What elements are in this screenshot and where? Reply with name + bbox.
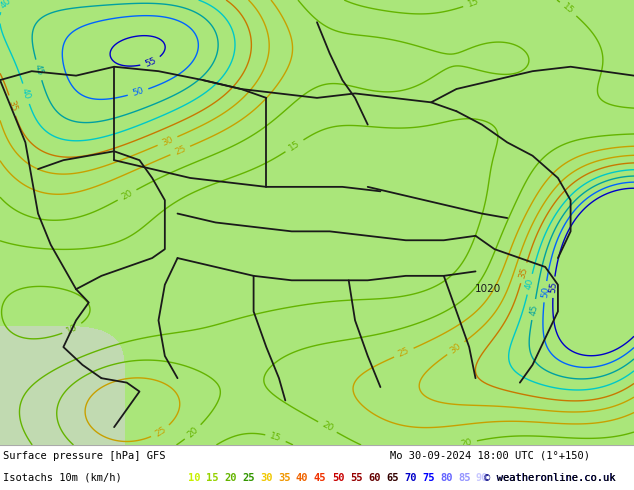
Text: 10: 10: [188, 473, 200, 483]
Text: 90: 90: [476, 473, 489, 483]
Text: 25: 25: [397, 346, 411, 359]
Text: 10: 10: [65, 322, 79, 336]
Text: 15: 15: [206, 473, 219, 483]
Text: 50: 50: [540, 285, 550, 298]
Text: 50: 50: [332, 473, 344, 483]
Text: 85: 85: [458, 473, 470, 483]
Text: 30: 30: [260, 473, 273, 483]
Text: 55: 55: [350, 473, 363, 483]
Text: 15: 15: [269, 432, 283, 444]
Text: 15: 15: [561, 2, 576, 16]
Text: 40: 40: [296, 473, 309, 483]
Text: 50: 50: [131, 86, 145, 98]
Text: 55: 55: [143, 56, 158, 69]
Text: 15: 15: [467, 0, 481, 9]
Text: 35: 35: [278, 473, 290, 483]
Text: weatheronline.co.uk: weatheronline.co.uk: [497, 473, 616, 483]
Text: 45: 45: [33, 63, 44, 76]
Text: Surface pressure [hPa] GFS: Surface pressure [hPa] GFS: [3, 451, 165, 461]
Text: 75: 75: [422, 473, 434, 483]
Text: 20: 20: [320, 420, 335, 434]
Text: 20: 20: [120, 188, 134, 201]
Text: 30: 30: [160, 135, 174, 147]
Text: 45: 45: [528, 303, 539, 316]
Text: 40: 40: [524, 278, 536, 291]
Text: 45: 45: [314, 473, 327, 483]
Text: 70: 70: [404, 473, 417, 483]
Text: 30: 30: [449, 341, 463, 355]
Text: 1020: 1020: [475, 284, 501, 294]
Text: 40: 40: [0, 0, 13, 10]
Text: 35: 35: [6, 99, 18, 113]
Text: 25: 25: [173, 144, 187, 157]
Text: 35: 35: [518, 266, 529, 280]
Text: Isotachs 10m (km/h): Isotachs 10m (km/h): [3, 473, 122, 483]
Text: 40: 40: [20, 87, 32, 100]
Text: © weatheronline.co.uk: © weatheronline.co.uk: [484, 473, 615, 483]
Text: 25: 25: [153, 425, 168, 439]
Text: 15: 15: [287, 139, 302, 153]
Text: 80: 80: [440, 473, 453, 483]
Text: 20: 20: [224, 473, 236, 483]
Text: 55: 55: [548, 281, 559, 294]
Text: 25: 25: [242, 473, 254, 483]
Text: 20: 20: [186, 425, 200, 439]
Text: 65: 65: [386, 473, 399, 483]
Text: Mo 30-09-2024 18:00 UTC (1°+150): Mo 30-09-2024 18:00 UTC (1°+150): [390, 451, 590, 461]
Text: 60: 60: [368, 473, 380, 483]
Text: 20: 20: [460, 438, 473, 449]
